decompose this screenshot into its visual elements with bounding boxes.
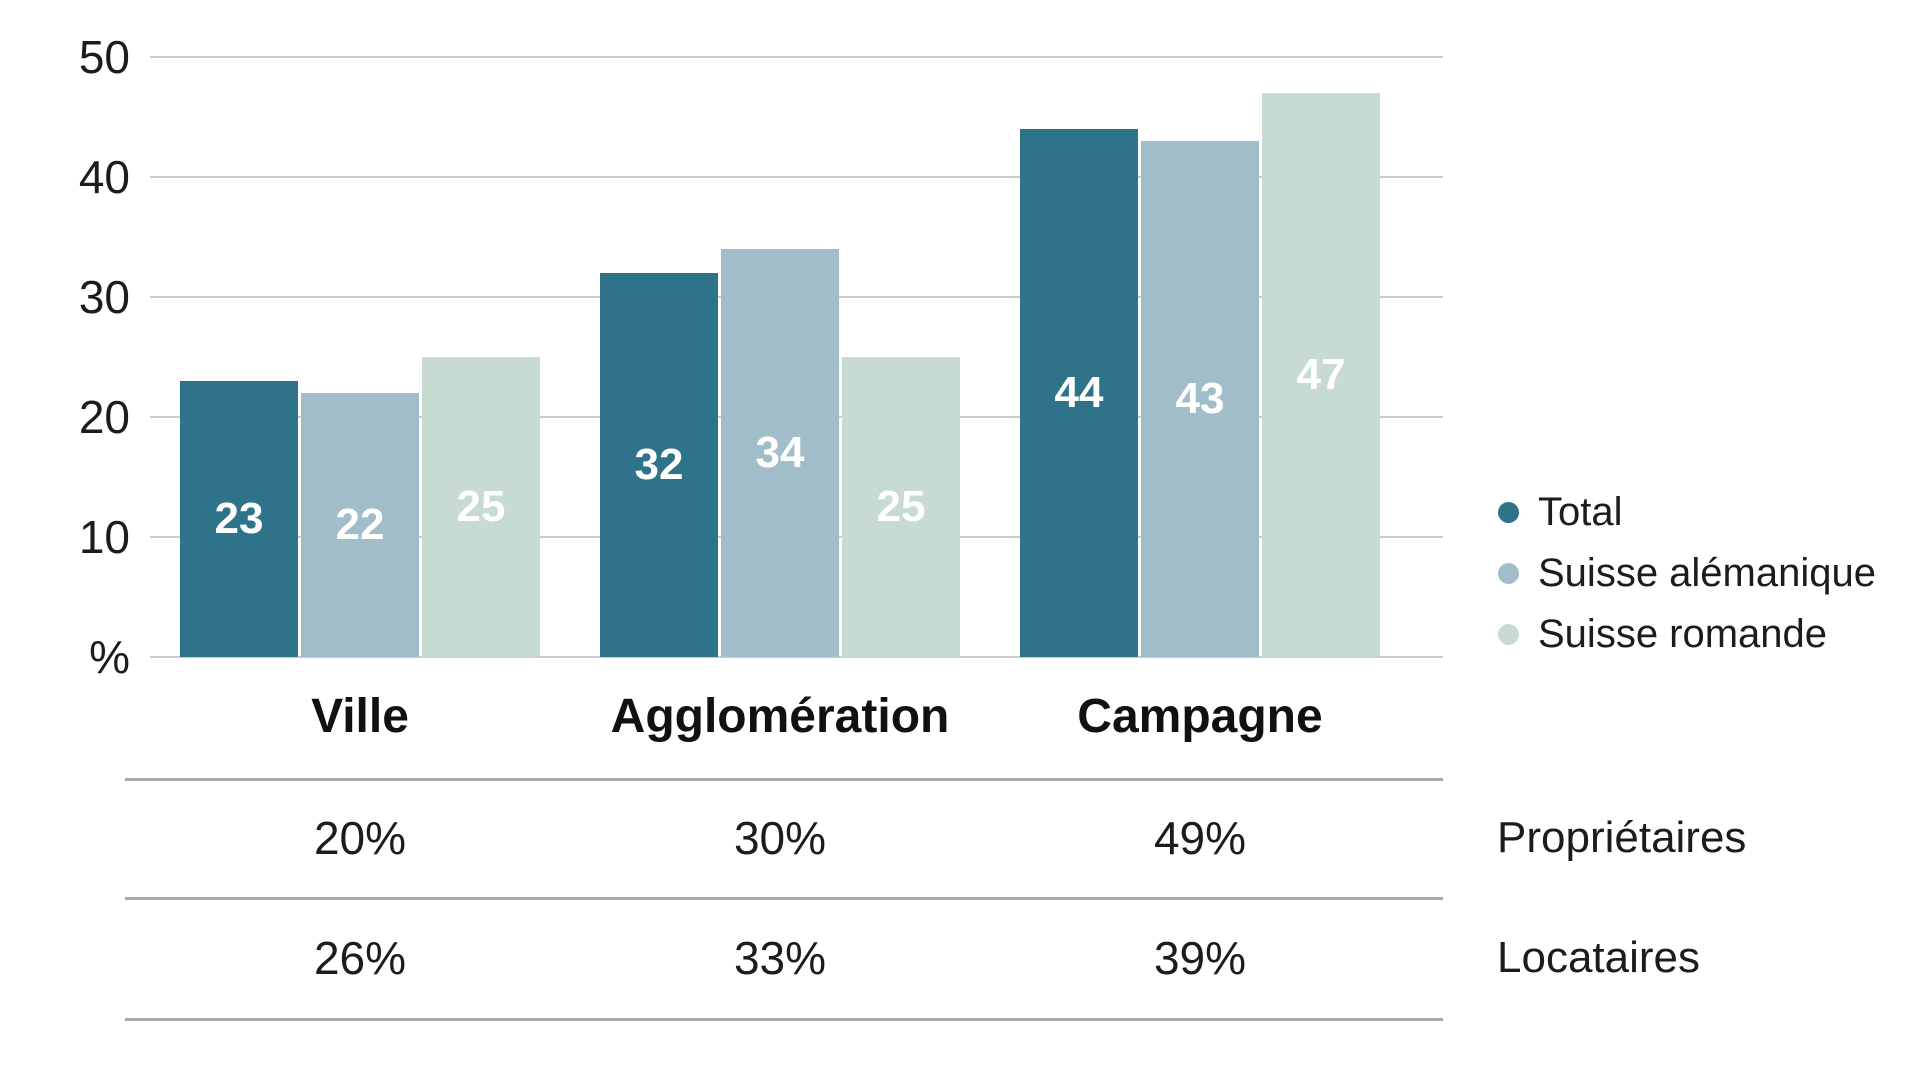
table-cell-value: 30%	[733, 812, 827, 864]
bar: 32	[600, 273, 718, 657]
x-axis-category-label: Campagne	[1077, 690, 1323, 743]
table-cell-value: 39%	[1153, 932, 1247, 984]
y-axis-tick-label: 10	[78, 511, 130, 563]
legend-dot-icon	[1498, 563, 1519, 584]
legend-dot-icon	[1498, 502, 1519, 523]
bar-value-label: 43	[1175, 374, 1225, 423]
table-cell-value: 26%	[313, 932, 407, 984]
table-rule	[125, 897, 1443, 900]
legend-item-label: Suisse romande	[1538, 612, 1828, 656]
bar-value-label: 25	[876, 482, 926, 531]
y-axis-tick-label: 20	[78, 391, 130, 443]
bar-value-label: 25	[456, 482, 506, 531]
y-axis-tick-label: 40	[78, 151, 130, 203]
bar-value-label: 44	[1054, 368, 1104, 417]
bar: 43	[1141, 141, 1259, 657]
table-cell-value: 33%	[733, 932, 827, 984]
bar: 34	[721, 249, 839, 657]
bar-value-label: 22	[335, 500, 385, 549]
table-rule	[125, 778, 1443, 781]
bar: 22	[301, 393, 419, 657]
gridline	[150, 656, 1443, 658]
bar: 23	[180, 381, 298, 657]
bar: 47	[1262, 93, 1380, 657]
legend-dot-icon	[1498, 624, 1519, 645]
gridline	[150, 176, 1443, 178]
table-cell-value: 49%	[1153, 812, 1247, 864]
y-axis-tick-label: 50	[78, 31, 130, 83]
bar: 44	[1020, 129, 1138, 657]
bar: 25	[842, 357, 960, 657]
table-rule	[125, 1018, 1443, 1021]
x-axis-category-label: Ville	[311, 690, 409, 743]
y-axis-tick-label: 30	[78, 271, 130, 323]
bar-value-label: 47	[1296, 350, 1346, 399]
table-cell-value: 20%	[313, 812, 407, 864]
y-axis-unit-label: %	[89, 631, 130, 683]
gridline	[150, 56, 1443, 58]
x-axis-category-label: Agglomération	[610, 690, 950, 743]
summary-table: 20% 30% 49% Propriétaires 26% 33% 39% Locataire…	[0, 740, 1920, 1080]
legend-item-label: Total	[1538, 490, 1623, 534]
bar: 25	[422, 357, 540, 657]
legend: Total Suisse alémanique Suisse romande	[1498, 490, 1876, 656]
table-row-label: Locataires	[1497, 933, 1701, 982]
legend-item-label: Suisse alémanique	[1538, 551, 1876, 595]
table-row-label: Propriétaires	[1497, 813, 1747, 862]
bar-value-label: 34	[755, 428, 805, 477]
bar-value-label: 32	[634, 440, 684, 489]
plot-area: % 10 20 30 40 50 23 22 25 Ville 32 34 25 Agglomératio…	[78, 31, 1443, 743]
bar-value-label: 23	[214, 494, 264, 543]
